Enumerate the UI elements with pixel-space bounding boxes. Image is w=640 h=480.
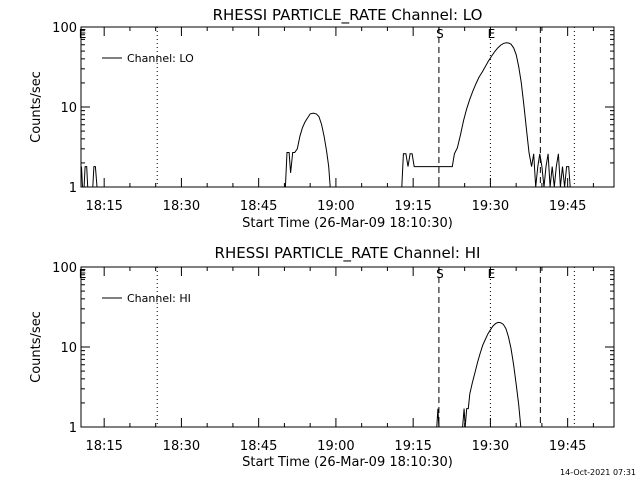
event-marker-label: E [488,267,496,281]
series-line [92,166,98,188]
x-tick-label: 19:15 [394,199,431,214]
x-tick-label: 18:30 [163,199,200,214]
x-tick-label: 18:15 [85,199,122,214]
plot-frame [80,266,615,428]
y-tick-label: 10 [60,341,77,356]
footer-timestamp: 14-Oct-2021 07:31 [560,468,636,477]
series-line [401,42,571,188]
event-marker-label: E [488,27,496,41]
chart-title: RHESSI PARTICLE_RATE Channel: LO [213,6,483,25]
y-tick-label: 1 [69,181,77,196]
x-tick-label: 19:30 [472,439,509,454]
x-tick-label: 18:30 [163,439,200,454]
y-tick-label: 100 [52,21,77,36]
event-marker-label: S [436,267,444,281]
y-axis-label: Counts/sec [29,311,44,383]
y-axis-label: Counts/sec [29,71,44,143]
x-tick-label: 19:30 [472,199,509,214]
event-marker-label: S [436,27,444,41]
x-tick-label: 19:15 [394,439,431,454]
series-line [81,166,89,188]
event-marker-label: E [79,267,87,281]
y-tick-label: 1 [69,421,77,436]
chart-panel-0: RHESSI PARTICLE_RATE Channel: LO 1 10 100 18… [29,6,615,231]
x-tick-label: 18:45 [240,199,277,214]
chart-panel-1: RHESSI PARTICLE_RATE Channel: HI 1 10 100 18… [29,244,615,470]
legend-label: Channel: HI [127,292,191,305]
x-tick-label: 19:00 [317,439,354,454]
y-tick-label: 10 [60,101,77,116]
chart-title: RHESSI PARTICLE_RATE Channel: HI [215,244,481,263]
series-line [436,408,440,428]
x-tick-label: 19:45 [549,199,586,214]
x-axis-label: Start Time (26-Mar-09 18:10:30) [242,455,453,470]
x-tick-label: 18:15 [85,439,122,454]
event-marker-label: E [79,27,87,41]
x-axis-label: Start Time (26-Mar-09 18:10:30) [242,216,453,231]
x-tick-label: 18:45 [240,439,277,454]
x-tick-label: 19:00 [317,199,354,214]
series-line [462,321,522,428]
series-line [284,112,331,188]
legend-label: Channel: LO [127,52,194,65]
y-tick-label: 100 [52,261,77,276]
x-tick-label: 19:45 [549,439,586,454]
